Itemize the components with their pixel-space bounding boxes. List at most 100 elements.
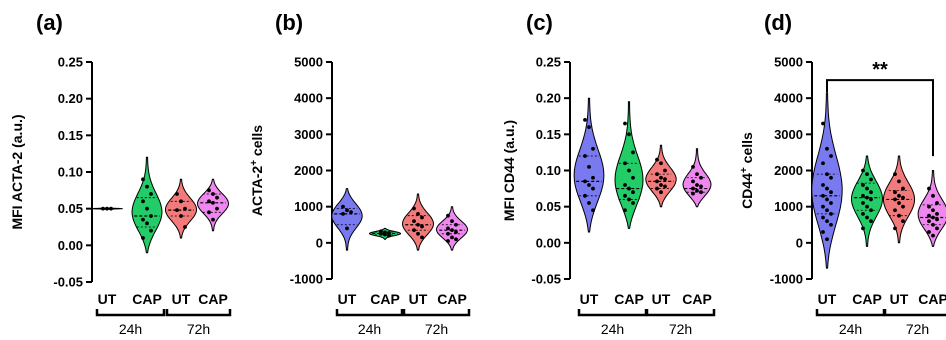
category-label: CAP [918, 291, 946, 307]
data-point [829, 201, 833, 205]
group-bracket [645, 309, 716, 317]
data-point [591, 208, 595, 213]
data-point [446, 213, 450, 218]
y-tick-label: 2000 [294, 163, 323, 178]
y-tick-label: 0.10 [58, 165, 83, 180]
data-point [691, 186, 695, 191]
violin-ut-24h [331, 188, 363, 251]
data-point [379, 231, 383, 236]
y-tick-label: 1000 [294, 199, 323, 214]
data-point [655, 186, 659, 191]
data-point [416, 212, 420, 216]
data-point [931, 233, 935, 238]
data-point [420, 215, 424, 220]
data-point [179, 214, 183, 218]
data-point [109, 206, 113, 211]
data-point [454, 230, 458, 234]
y-axis-title: ACTA-2+ cells [249, 125, 265, 216]
y-tick-label: 0.05 [536, 199, 561, 214]
panel-label: (a) [36, 10, 63, 35]
group-label: 24h [358, 321, 381, 337]
data-point [631, 190, 635, 195]
data-point [663, 184, 667, 189]
data-point [345, 208, 349, 213]
data-point [663, 177, 667, 182]
category-label: CAP [437, 291, 467, 307]
data-point [183, 206, 187, 211]
data-point [149, 214, 153, 218]
data-point [145, 221, 149, 226]
data-point [145, 206, 149, 211]
data-point [861, 183, 865, 187]
data-point [821, 121, 825, 126]
category-label: UT [580, 291, 599, 307]
data-point [935, 212, 939, 216]
data-point [446, 239, 450, 243]
y-tick-label: 0 [796, 235, 803, 250]
violin-ut-72h [401, 193, 435, 251]
data-point [821, 215, 825, 220]
y-tick-label: -1000 [290, 272, 323, 287]
data-point [901, 186, 905, 191]
data-point [663, 168, 667, 173]
data-point [927, 213, 931, 218]
data-point [893, 172, 897, 177]
data-point [446, 231, 450, 236]
y-tick-label: 0.15 [58, 128, 83, 143]
violin-ut-24h [811, 92, 843, 269]
data-point [861, 168, 865, 173]
data-point [821, 230, 825, 234]
data-point [583, 117, 587, 122]
data-point [420, 224, 424, 229]
y-tick-label: 4000 [294, 91, 323, 106]
data-point [931, 193, 935, 198]
violin-cap-24h [131, 156, 163, 254]
data-point [583, 193, 587, 198]
data-point [623, 161, 627, 166]
category-label: UT [818, 291, 837, 307]
data-point [825, 172, 829, 177]
data-point [695, 188, 699, 193]
panel-label: (b) [275, 10, 303, 35]
data-point [901, 195, 905, 200]
y-tick-label: 5000 [294, 55, 323, 70]
data-point [207, 199, 211, 204]
category-label: CAP [132, 291, 162, 307]
violin-body [811, 92, 843, 269]
data-point [349, 210, 353, 214]
data-point [659, 161, 663, 166]
data-point [207, 210, 211, 215]
data-point [591, 175, 595, 180]
data-point [211, 192, 215, 196]
data-point [695, 183, 699, 187]
data-point [141, 199, 145, 204]
y-tick-label: 0.20 [536, 91, 561, 106]
data-point [897, 193, 901, 198]
violin-body [196, 178, 230, 232]
category-label: CAP [198, 291, 228, 307]
data-point [345, 226, 349, 231]
data-point [591, 186, 595, 191]
y-tick-label: 0.05 [58, 201, 83, 216]
category-label: CAP [614, 291, 644, 307]
data-point [861, 212, 865, 216]
group-bracket [95, 309, 166, 317]
category-label: UT [338, 291, 357, 307]
group-label: 72h [187, 321, 210, 337]
group-bracket [815, 309, 886, 317]
data-point [821, 161, 825, 166]
violin-cap-24h [369, 227, 401, 240]
data-point [587, 201, 591, 205]
y-axis-title: CD44+ cells [739, 132, 755, 209]
y-tick-label: 3000 [294, 127, 323, 142]
significance-label: ** [872, 59, 888, 81]
y-axis-title-sup: + [739, 167, 750, 173]
data-point [175, 208, 179, 213]
data-point [893, 197, 897, 202]
data-point [141, 236, 145, 240]
category-label: UT [409, 291, 428, 307]
data-point [583, 154, 587, 158]
data-point [587, 164, 591, 169]
data-point [893, 190, 897, 195]
